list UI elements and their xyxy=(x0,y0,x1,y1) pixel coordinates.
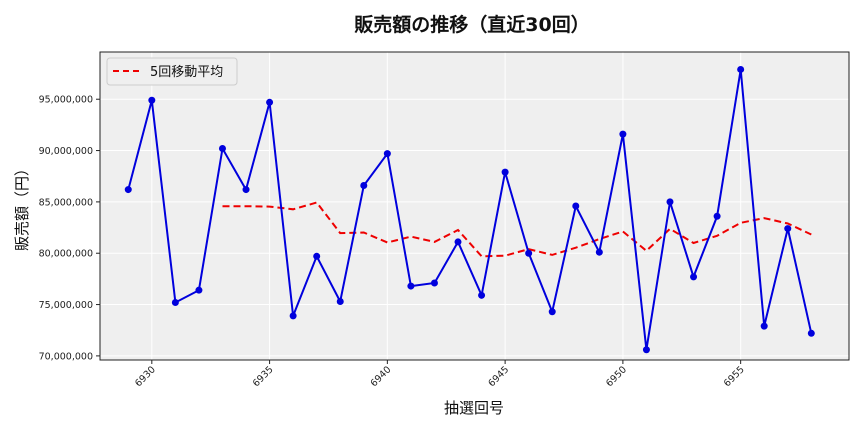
x-tick-label: 6955 xyxy=(722,364,747,389)
data-point-marker xyxy=(501,168,509,176)
data-point-marker xyxy=(713,212,721,220)
data-point-marker xyxy=(289,312,297,320)
legend-label-ma: 5回移動平均 xyxy=(150,65,223,80)
data-point-marker xyxy=(195,286,203,294)
legend: 5回移動平均 xyxy=(106,57,238,86)
data-point-marker xyxy=(124,186,132,194)
data-point-marker xyxy=(807,329,815,337)
x-tick-label: 6940 xyxy=(369,364,394,389)
data-point-marker xyxy=(383,150,391,158)
chart-title: 販売額の推移（直近30回） xyxy=(354,13,589,36)
y-axis-label: 販売額（円） xyxy=(13,161,31,251)
y-tick-label: 95,000,000 xyxy=(39,95,93,106)
y-tick-label: 85,000,000 xyxy=(39,197,93,208)
data-point-marker xyxy=(619,130,627,138)
x-tick-label: 6930 xyxy=(133,364,158,389)
x-axis-label: 抽選回号 xyxy=(444,399,504,417)
y-tick-label: 75,000,000 xyxy=(39,300,93,311)
data-point-marker xyxy=(525,249,533,257)
x-tick-label: 6935 xyxy=(251,364,276,389)
data-point-marker xyxy=(642,346,650,354)
data-point-marker xyxy=(454,238,462,246)
data-point-marker xyxy=(242,186,250,194)
x-tick-label: 6945 xyxy=(486,364,511,389)
data-point-marker xyxy=(430,279,438,287)
data-point-marker xyxy=(360,181,368,189)
y-axis-ticks: 70,000,000 75,000,000 80,000,000 85,000,000… xyxy=(39,95,100,362)
data-point-marker xyxy=(548,308,556,316)
x-axis-ticks: 6930 6935 6940 6945 6950 6955 xyxy=(133,360,747,389)
data-point-marker xyxy=(266,98,274,106)
moving-average-polyline xyxy=(222,201,812,258)
plot-frame xyxy=(99,51,850,361)
data-point-marker xyxy=(572,202,580,210)
y-tick-label: 80,000,000 xyxy=(39,249,93,260)
data-point-marker xyxy=(690,273,698,281)
data-point-marker xyxy=(218,145,226,153)
y-tick-label: 70,000,000 xyxy=(39,351,93,362)
data-point-marker xyxy=(148,96,156,104)
data-point-marker xyxy=(737,65,745,73)
moving-average-line xyxy=(222,201,812,258)
data-point-marker xyxy=(313,252,321,260)
data-point-marker xyxy=(171,299,179,307)
data-point-marker xyxy=(666,198,674,206)
sales-polyline xyxy=(127,69,813,350)
legend-box xyxy=(106,57,238,86)
data-point-marker xyxy=(760,322,768,330)
data-point-marker xyxy=(336,297,344,305)
data-point-marker xyxy=(595,248,603,256)
sales-line xyxy=(124,65,815,354)
data-point-marker xyxy=(784,225,792,233)
y-tick-label: 90,000,000 xyxy=(39,146,93,157)
x-tick-label: 6950 xyxy=(604,364,629,389)
data-point-marker xyxy=(407,282,415,290)
data-point-marker xyxy=(478,291,486,299)
